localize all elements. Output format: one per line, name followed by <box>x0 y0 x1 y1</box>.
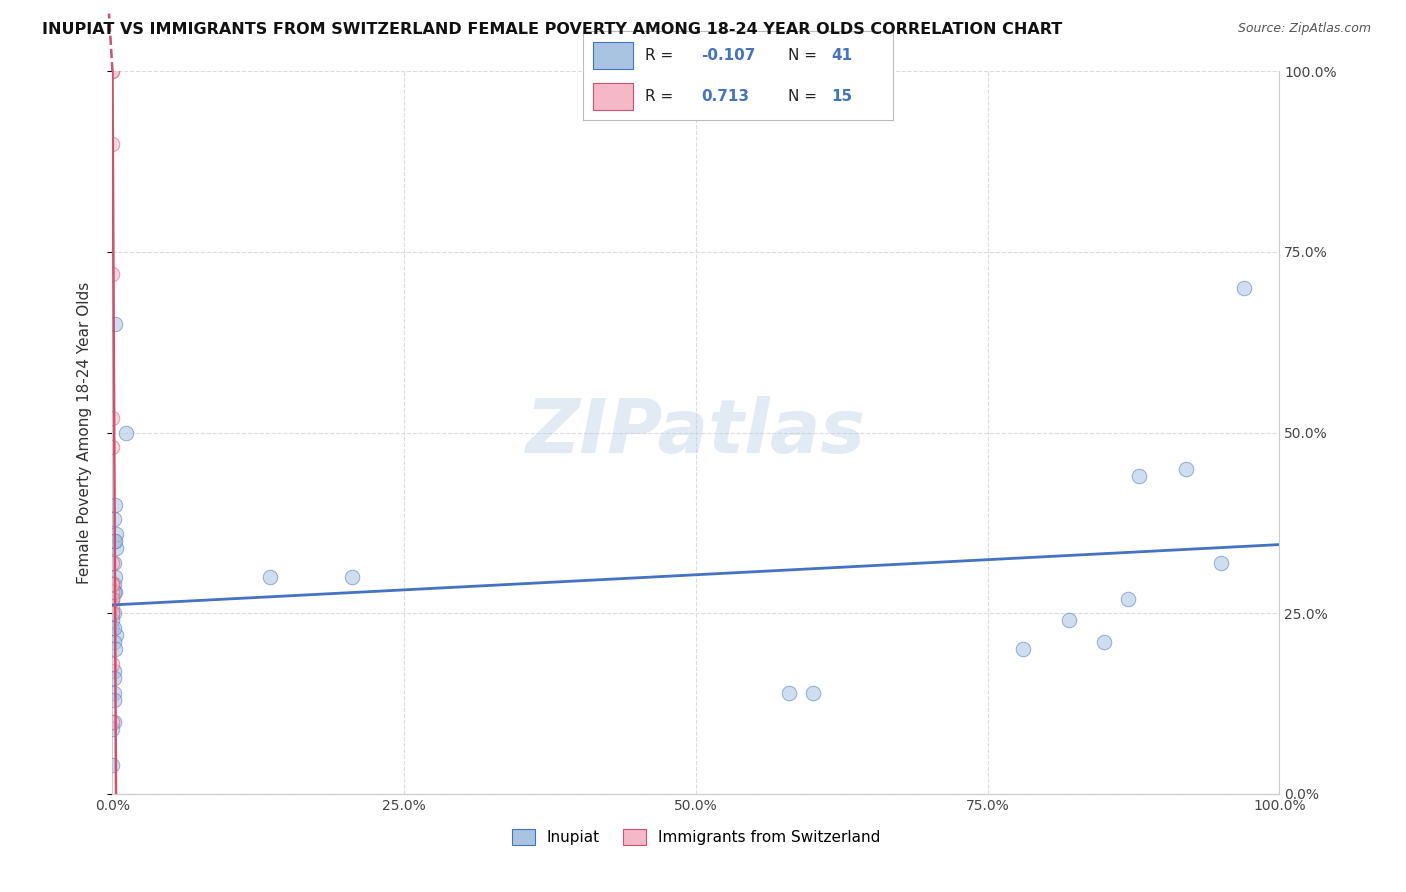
Y-axis label: Female Poverty Among 18-24 Year Olds: Female Poverty Among 18-24 Year Olds <box>77 282 91 583</box>
Point <box>101 591 124 606</box>
Point <box>259 570 281 584</box>
Point <box>101 136 124 151</box>
Point <box>104 570 127 584</box>
Point <box>1175 462 1198 476</box>
Point <box>104 541 127 556</box>
Point <box>101 440 124 454</box>
Point <box>340 570 363 584</box>
Point <box>1059 614 1081 628</box>
Point <box>801 686 824 700</box>
Text: N =: N = <box>787 48 817 62</box>
Point <box>101 64 124 78</box>
Point <box>115 425 138 440</box>
Point <box>104 318 127 332</box>
Legend: Inupiat, Immigrants from Switzerland: Inupiat, Immigrants from Switzerland <box>506 823 886 851</box>
Point <box>103 693 125 707</box>
Text: R =: R = <box>645 89 673 103</box>
Point <box>103 533 125 548</box>
Text: R =: R = <box>645 48 673 62</box>
Point <box>103 577 125 591</box>
Point <box>101 411 124 425</box>
Point <box>103 584 125 599</box>
Point <box>1116 591 1139 606</box>
Text: ZIPatlas: ZIPatlas <box>526 396 866 469</box>
Point <box>103 671 125 685</box>
Text: 0.713: 0.713 <box>702 89 749 103</box>
Text: -0.107: -0.107 <box>702 48 755 62</box>
Point <box>101 267 124 281</box>
Point <box>101 614 124 628</box>
Text: INUPIAT VS IMMIGRANTS FROM SWITZERLAND FEMALE POVERTY AMONG 18-24 YEAR OLDS CORR: INUPIAT VS IMMIGRANTS FROM SWITZERLAND F… <box>42 22 1063 37</box>
Point <box>101 607 124 621</box>
Point <box>104 642 127 657</box>
Text: 41: 41 <box>831 48 852 62</box>
Point <box>1128 469 1150 483</box>
Point <box>104 628 127 642</box>
Point <box>1011 642 1033 657</box>
FancyBboxPatch shape <box>593 42 633 69</box>
Point <box>104 526 127 541</box>
Text: 15: 15 <box>831 89 852 103</box>
Point <box>101 714 124 729</box>
Point <box>104 498 127 512</box>
Point <box>101 599 124 613</box>
Point <box>101 758 124 772</box>
Point <box>103 714 125 729</box>
Point <box>103 621 125 635</box>
Point <box>103 556 125 570</box>
Point <box>101 584 124 599</box>
Point <box>104 533 127 548</box>
Point <box>1209 556 1232 570</box>
Point <box>103 686 125 700</box>
Point <box>103 635 125 649</box>
Point <box>103 607 125 621</box>
Point <box>1094 635 1116 649</box>
Point <box>101 591 124 606</box>
Point <box>101 607 124 621</box>
Point <box>101 577 124 591</box>
Point <box>1233 281 1256 295</box>
Point <box>101 621 124 635</box>
Point <box>778 686 800 700</box>
Point <box>104 584 127 599</box>
Point <box>101 657 124 671</box>
Point <box>101 722 124 736</box>
Point <box>103 664 125 678</box>
Text: N =: N = <box>787 89 817 103</box>
Point <box>103 512 125 526</box>
FancyBboxPatch shape <box>593 83 633 110</box>
Point <box>101 64 124 78</box>
Point <box>101 577 124 591</box>
Point <box>101 556 124 570</box>
Text: Source: ZipAtlas.com: Source: ZipAtlas.com <box>1237 22 1371 36</box>
